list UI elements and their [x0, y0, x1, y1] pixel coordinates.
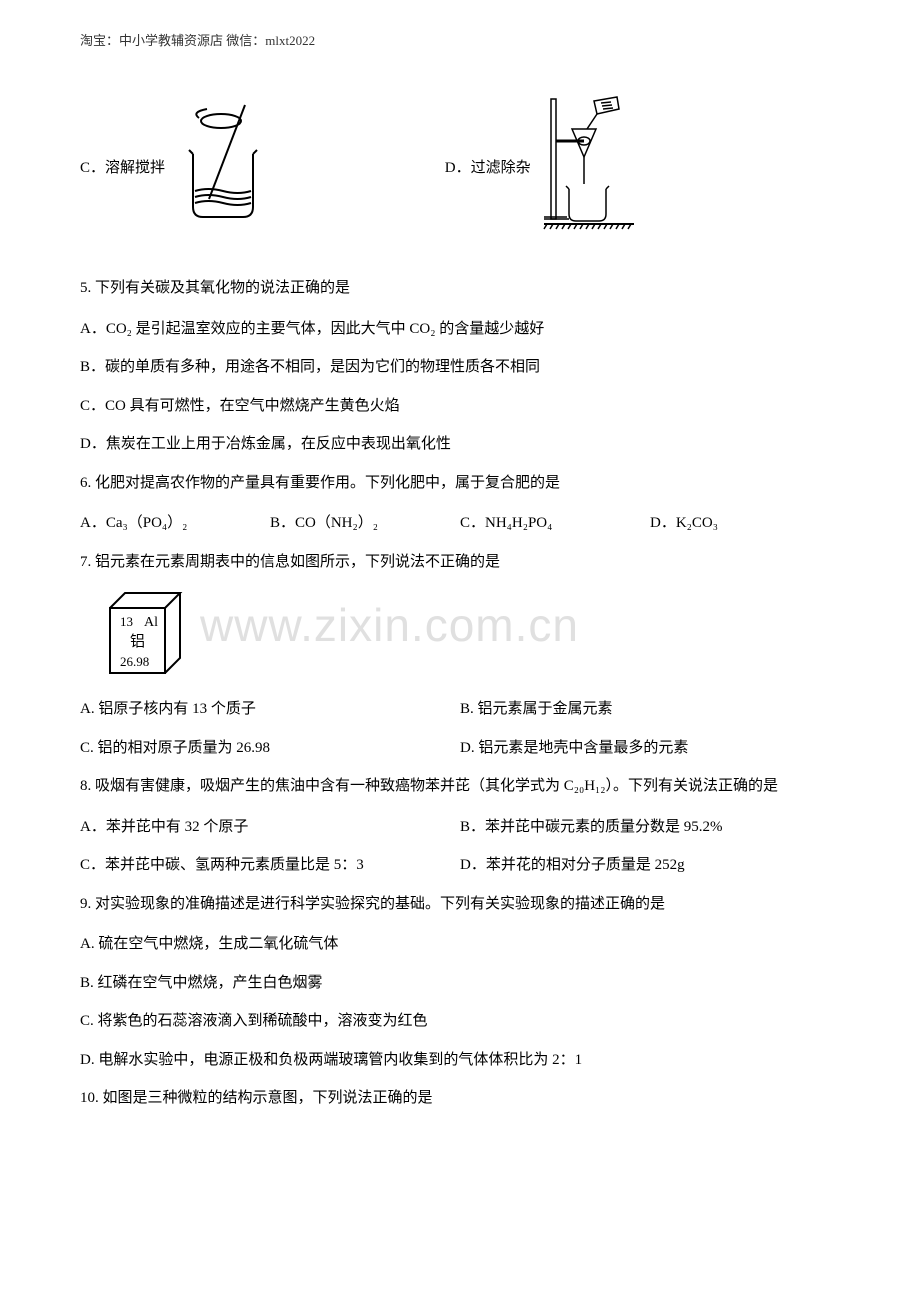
q9-stem: 9. 对实验现象的准确描述是进行科学实验探究的基础。下列有关实验现象的描述正确的…	[80, 890, 840, 919]
q8-c: C．苯并芘中碳、氢两种元素质量比是 5：3	[80, 851, 460, 880]
q8-a: A．苯并芘中有 32 个原子	[80, 813, 460, 842]
q6-a: A．Ca₃（PO₄）₂	[80, 509, 270, 538]
q8-stem: 8. 吸烟有害健康，吸烟产生的焦油中含有一种致癌物苯并芘（其化学式为 C₂₀H₁…	[80, 772, 840, 801]
q8-d: D．苯并花的相对分子质量是 252g	[460, 851, 840, 880]
elem-symbol: Al	[144, 615, 158, 630]
filter-apparatus-icon	[539, 89, 639, 244]
q6-c: C．NH₄H₂PO₄	[460, 509, 650, 538]
q6-stem: 6. 化肥对提高农作物的产量具有重要作用。下列化肥中，属于复合肥的是	[80, 469, 840, 498]
elem-name: 铝	[130, 633, 145, 650]
q4-d-text: 过滤除杂	[471, 156, 531, 177]
q7-b: B. 铝元素属于金属元素	[460, 695, 840, 724]
page-header: 淘宝：中小学教辅资源店 微信：mlxt2022	[80, 30, 840, 49]
q6-b: B．CO（NH₂）₂	[270, 509, 460, 538]
beaker-stir-icon	[173, 99, 273, 234]
q7-d: D. 铝元素是地壳中含量最多的元素	[460, 734, 840, 763]
q9-d: D. 电解水实验中，电源正极和负极两端玻璃管内收集到的气体体积比为 2：1	[80, 1046, 840, 1075]
q4-d-label: D．	[445, 156, 471, 177]
q8-row1: A．苯并芘中有 32 个原子 B．苯并芘中碳元素的质量分数是 95.2%	[80, 813, 840, 842]
q7-stem: 7. 铝元素在元素周期表中的信息如图所示，下列说法不正确的是	[80, 548, 840, 577]
q5-a: A．CO₂ 是引起温室效应的主要气体，因此大气中 CO₂ 的含量越少越好	[80, 315, 840, 344]
q10-stem: 10. 如图是三种微粒的结构示意图，下列说法正确的是	[80, 1084, 840, 1113]
q8-b: B．苯并芘中碳元素的质量分数是 95.2%	[460, 813, 840, 842]
q7-row2: C. 铝的相对原子质量为 26.98 D. 铝元素是地壳中含量最多的元素	[80, 734, 840, 763]
q5-b: B．碳的单质有多种，用途各不相同，是因为它们的物理性质各不相同	[80, 353, 840, 382]
q6-options: A．Ca₃（PO₄）₂ B．CO（NH₂）₂ C．NH₄H₂PO₄ D．K₂CO…	[80, 509, 840, 538]
element-box-icon: 13 Al 铝 26.98	[100, 588, 195, 683]
q9-a: A. 硫在空气中燃烧，生成二氧化硫气体	[80, 930, 840, 959]
q7-row1: A. 铝原子核内有 13 个质子 B. 铝元素属于金属元素	[80, 695, 840, 724]
q4-c-label: C．	[80, 156, 105, 177]
q8-row2: C．苯并芘中碳、氢两种元素质量比是 5：3 D．苯并花的相对分子质量是 252g	[80, 851, 840, 880]
q4-c-text: 溶解搅拌	[105, 156, 165, 177]
q4-options-row: C． 溶解搅拌	[80, 89, 840, 244]
q5-d: D．焦炭在工业上用于冶炼金属，在反应中表现出氧化性	[80, 430, 840, 459]
q6-d: D．K₂CO₃	[650, 509, 840, 538]
q9-b: B. 红磷在空气中燃烧，产生白色烟雾	[80, 969, 840, 998]
q5-stem: 5. 下列有关碳及其氧化物的说法正确的是	[80, 274, 840, 303]
q5-c: C．CO 具有可燃性，在空气中燃烧产生黄色火焰	[80, 392, 840, 421]
elem-number: 13	[120, 614, 133, 629]
q9-c: C. 将紫色的石蕊溶液滴入到稀硫酸中，溶液变为红色	[80, 1007, 840, 1036]
elem-mass: 26.98	[120, 654, 149, 669]
q7-c: C. 铝的相对原子质量为 26.98	[80, 734, 460, 763]
q7-a: A. 铝原子核内有 13 个质子	[80, 695, 460, 724]
